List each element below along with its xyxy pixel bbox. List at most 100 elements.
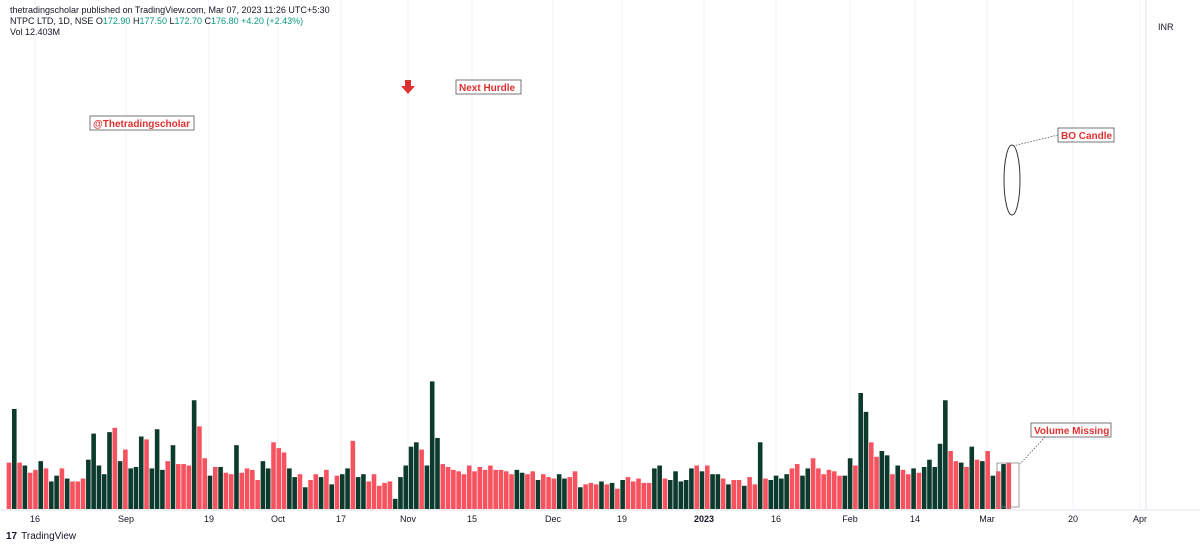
volume-bar — [789, 468, 795, 509]
chart-header: thetradingscholar published on TradingVi… — [10, 5, 330, 38]
volume-bar — [218, 466, 223, 509]
volume-bar — [906, 474, 911, 509]
volume-bar — [652, 468, 657, 509]
volume-line: Vol 12.403M — [10, 27, 330, 38]
volume-bar — [630, 481, 636, 509]
volume-bar — [567, 477, 573, 509]
volume-bar — [736, 480, 742, 509]
volume-bar — [731, 480, 737, 509]
symbol-name[interactable]: NTPC LTD, 1D, NSE — [10, 16, 94, 26]
volume-bar — [583, 484, 588, 509]
volume-bar — [202, 458, 208, 509]
x-tick-label: 19 — [617, 514, 627, 524]
volume-bar — [932, 466, 938, 509]
volume-bar — [27, 472, 33, 509]
volume-bar — [329, 484, 334, 509]
volume-bar — [22, 465, 28, 509]
volume-bar — [466, 465, 472, 509]
bo-candle-ellipse — [1003, 144, 1021, 216]
volume-bar — [895, 465, 901, 509]
x-tick-label: 16 — [30, 514, 40, 524]
volume-bar — [456, 471, 461, 509]
volume-bar — [884, 455, 890, 509]
volume-bar — [572, 471, 578, 509]
volume-bar — [149, 468, 155, 509]
x-tick-label: Nov — [400, 514, 417, 524]
volume-bar — [75, 481, 81, 509]
volume-bar — [419, 449, 424, 509]
bo-candle-label: BO Candle — [1061, 131, 1113, 142]
volume-bar — [440, 464, 446, 509]
volume-bar — [70, 481, 75, 509]
volume-bar — [482, 469, 488, 509]
volume-bar — [704, 465, 710, 509]
high-label: H — [132, 16, 140, 26]
volume-bar — [207, 475, 213, 509]
volume-bar — [477, 466, 483, 509]
volume-bar — [271, 442, 276, 509]
tradingview-brand: TradingView — [21, 531, 77, 542]
volume-bar — [863, 411, 869, 509]
volume-bar — [879, 451, 885, 509]
volume-bar — [186, 465, 192, 509]
volume-bar — [593, 484, 599, 509]
volume-bar — [377, 485, 382, 509]
chart-annotations: Next Hurdle @Thetradingscholar BO Candle Vo… — [89, 79, 1115, 508]
volume-bar — [551, 478, 557, 509]
volume-bar — [985, 451, 990, 509]
time-axis[interactable]: 16 Sep 19 Oct 17 Nov 15 Dec 19 2023 16 Feb 14 Mar 20 Ap… — [0, 509, 1200, 524]
x-tick-label: Sep — [118, 514, 134, 524]
volume-bar — [392, 498, 398, 509]
watermark-box — [89, 115, 195, 131]
x-tick-label: Oct — [271, 514, 286, 524]
volume-bar — [726, 484, 731, 509]
volume-bar — [662, 478, 668, 509]
volume-bar — [498, 469, 504, 509]
volume-bar — [350, 440, 356, 509]
volume-bar — [842, 475, 848, 509]
arrow-down-icon — [401, 80, 415, 94]
volume-bar — [144, 439, 149, 509]
watermark-label: @Thetradingscholar — [93, 119, 190, 130]
volume-bar — [678, 481, 684, 509]
x-tick-label: Dec — [545, 514, 562, 524]
bo-candle-pointer — [1012, 134, 1059, 147]
volume-bar — [546, 477, 551, 509]
volume-bar — [689, 468, 694, 509]
volume-bar — [461, 474, 467, 509]
volume-bar — [784, 474, 789, 509]
volume-bar — [853, 465, 858, 509]
volume-bar — [974, 459, 980, 509]
volume-bar — [239, 472, 245, 509]
volume-bar — [181, 464, 186, 509]
volume-bar — [847, 458, 853, 509]
volume-missing-box — [1030, 422, 1112, 438]
volume-bar — [641, 482, 647, 509]
volume-bar — [540, 474, 546, 509]
volume-bar — [355, 477, 361, 509]
volume-bar — [943, 400, 948, 509]
low-label: L — [169, 16, 175, 26]
volume-bar — [599, 481, 604, 509]
volume-bar — [657, 465, 662, 509]
volume-bar — [768, 480, 774, 509]
volume-bar — [160, 469, 165, 509]
volume-bar — [578, 487, 583, 509]
volume-bar — [398, 477, 403, 509]
volume-bar — [747, 477, 752, 509]
publish-line: thetradingscholar published on TradingVi… — [10, 5, 330, 15]
tradingview-logo[interactable]: 17 TradingView — [6, 531, 76, 542]
volume-bar — [86, 459, 91, 509]
volume-bar — [810, 458, 816, 509]
x-tick-label: Apr — [1133, 514, 1147, 524]
volume-bar — [43, 468, 49, 509]
volume-bar — [958, 462, 964, 509]
price-axis[interactable]: INR187.50185.00182.50180.00177.50175.001… — [1145, 0, 1191, 510]
volume-bar — [287, 468, 292, 509]
volume-bar — [1006, 462, 1012, 509]
volume-bar — [387, 481, 393, 509]
volume-bar — [773, 475, 779, 509]
volume-bar — [276, 448, 282, 509]
x-tick-label: 16 — [771, 514, 781, 524]
